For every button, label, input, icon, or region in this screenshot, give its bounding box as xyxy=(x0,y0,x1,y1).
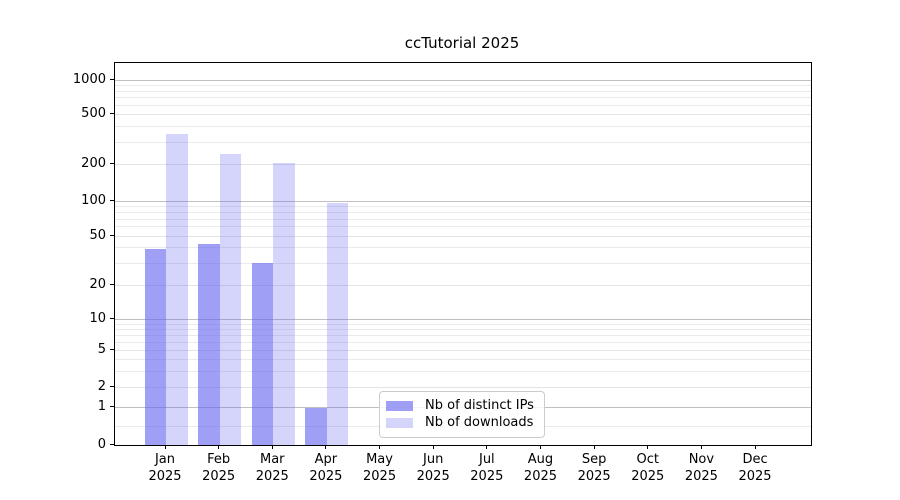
bar-downloads-feb xyxy=(219,154,242,445)
y-gridline-minor xyxy=(115,226,811,228)
y-gridline xyxy=(115,284,811,286)
legend-label-distinct-ips: Nb of distinct IPs xyxy=(425,398,534,413)
y-gridline-minor xyxy=(115,262,811,264)
y-tick-mark xyxy=(110,283,114,285)
x-tick-label: Aug 2025 xyxy=(523,452,558,484)
y-gridline xyxy=(115,113,811,115)
y-gridline-minor xyxy=(115,205,811,207)
y-gridline-minor xyxy=(115,84,811,86)
y-gridline xyxy=(115,235,811,237)
x-tick-label: Nov 2025 xyxy=(684,452,718,484)
legend-swatch-downloads-icon xyxy=(386,418,413,428)
y-tick-label: 2 xyxy=(97,379,106,395)
legend: Nb of distinct IPs Nb of downloads xyxy=(379,391,545,438)
y-tick-mark xyxy=(110,199,114,201)
x-tick-mark xyxy=(539,445,541,449)
y-tick-mark xyxy=(110,386,114,388)
y-gridline-minor xyxy=(115,370,811,372)
y-gridline-minor xyxy=(115,328,811,330)
bar-distinct-ips-feb xyxy=(198,244,220,445)
y-tick-mark xyxy=(110,78,114,80)
bar-downloads-mar xyxy=(273,162,295,445)
chart-title: ccTutorial 2025 xyxy=(404,34,520,52)
x-tick-mark xyxy=(700,445,702,449)
x-tick-label: Jun 2025 xyxy=(416,452,450,484)
y-tick-label: 1 xyxy=(97,399,106,415)
x-tick-label: Apr 2025 xyxy=(309,452,343,484)
y-tick-label: 500 xyxy=(81,105,106,121)
y-gridline-minor xyxy=(115,334,811,336)
x-tick-label: May 2025 xyxy=(363,452,397,484)
y-gridline-minor xyxy=(115,218,811,220)
legend-item-distinct-ips: Nb of distinct IPs xyxy=(386,398,536,414)
bar-distinct-ips-apr xyxy=(305,407,327,445)
x-tick-mark xyxy=(593,445,595,449)
y-gridline xyxy=(115,200,811,202)
x-tick-mark xyxy=(218,445,220,449)
x-tick-mark xyxy=(647,445,649,449)
x-tick-mark xyxy=(379,445,381,449)
y-tick-mark xyxy=(110,317,114,319)
x-tick-mark xyxy=(486,445,488,449)
legend-item-downloads: Nb of downloads xyxy=(386,415,536,431)
y-tick-mark xyxy=(110,443,114,445)
y-gridline-minor xyxy=(115,358,811,360)
x-tick-label: Jan 2025 xyxy=(148,452,182,484)
y-gridline-minor xyxy=(115,125,811,127)
y-gridline xyxy=(115,163,811,165)
bar-distinct-ips-mar xyxy=(251,263,274,445)
y-gridline-minor xyxy=(115,104,811,106)
legend-swatch-distinct-ips-icon xyxy=(386,401,413,411)
x-tick-label: Feb 2025 xyxy=(202,452,236,484)
y-tick-label: 0 xyxy=(97,436,106,452)
x-tick-mark xyxy=(432,445,434,449)
y-gridline xyxy=(115,349,811,351)
y-gridline-minor xyxy=(115,247,811,249)
y-tick-label: 50 xyxy=(89,227,106,243)
y-tick-mark xyxy=(110,162,114,164)
bar-downloads-jan xyxy=(166,133,188,445)
y-gridline xyxy=(115,318,811,320)
y-gridline-minor xyxy=(115,211,811,213)
bar-downloads-apr xyxy=(326,203,349,445)
y-gridline-minor xyxy=(115,97,811,99)
y-tick-mark xyxy=(110,112,114,114)
x-tick-label: Oct 2025 xyxy=(631,452,665,484)
y-tick-label: 20 xyxy=(89,276,106,292)
y-gridline-minor xyxy=(115,90,811,92)
y-gridline-minor xyxy=(115,341,811,343)
x-tick-mark xyxy=(164,445,166,449)
y-gridline xyxy=(115,79,811,81)
x-tick-mark xyxy=(754,445,756,449)
y-tick-mark xyxy=(110,234,114,236)
bar-distinct-ips-jan xyxy=(144,249,166,445)
y-tick-label: 1000 xyxy=(72,71,106,87)
x-tick-label: Mar 2025 xyxy=(255,452,289,484)
x-tick-label: Sep 2025 xyxy=(577,452,611,484)
x-tick-mark xyxy=(271,445,273,449)
y-tick-label: 100 xyxy=(81,192,106,208)
y-tick-label: 10 xyxy=(89,310,106,326)
plot-area xyxy=(114,62,812,446)
y-tick-label: 5 xyxy=(97,341,106,357)
x-tick-label: Jul 2025 xyxy=(470,452,504,484)
y-tick-label: 200 xyxy=(81,155,106,171)
y-tick-mark xyxy=(110,348,114,350)
y-gridline-minor xyxy=(115,323,811,325)
y-gridline xyxy=(115,387,811,389)
x-tick-mark xyxy=(325,445,327,449)
x-tick-label: Dec 2025 xyxy=(738,452,772,484)
legend-label-downloads: Nb of downloads xyxy=(425,415,534,430)
y-gridline-minor xyxy=(115,141,811,143)
y-tick-mark xyxy=(110,406,114,408)
